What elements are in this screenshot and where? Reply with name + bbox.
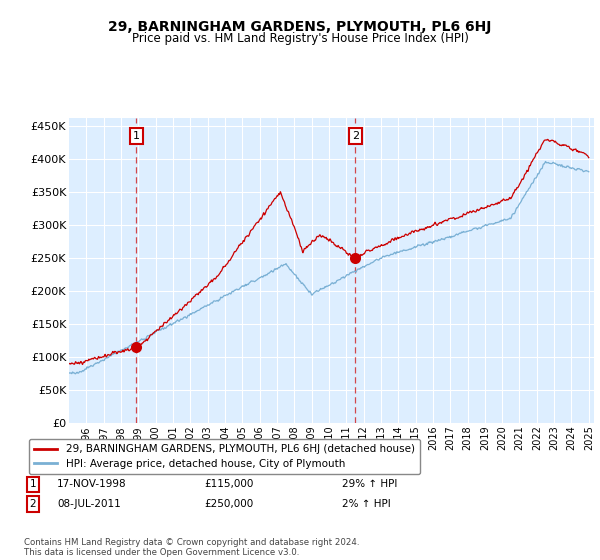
Text: 2: 2 <box>29 499 37 509</box>
Legend: 29, BARNINGHAM GARDENS, PLYMOUTH, PL6 6HJ (detached house), HPI: Average price, : 29, BARNINGHAM GARDENS, PLYMOUTH, PL6 6H… <box>29 439 420 474</box>
Text: 1: 1 <box>133 131 140 141</box>
Text: Price paid vs. HM Land Registry's House Price Index (HPI): Price paid vs. HM Land Registry's House … <box>131 32 469 45</box>
Text: 1: 1 <box>29 479 37 489</box>
Text: £250,000: £250,000 <box>204 499 253 509</box>
Text: 29% ↑ HPI: 29% ↑ HPI <box>342 479 397 489</box>
Text: 2% ↑ HPI: 2% ↑ HPI <box>342 499 391 509</box>
Text: 29, BARNINGHAM GARDENS, PLYMOUTH, PL6 6HJ: 29, BARNINGHAM GARDENS, PLYMOUTH, PL6 6H… <box>109 20 491 34</box>
Text: Contains HM Land Registry data © Crown copyright and database right 2024.
This d: Contains HM Land Registry data © Crown c… <box>24 538 359 557</box>
Text: 17-NOV-1998: 17-NOV-1998 <box>57 479 127 489</box>
Text: £115,000: £115,000 <box>204 479 253 489</box>
Text: 08-JUL-2011: 08-JUL-2011 <box>57 499 121 509</box>
Text: 2: 2 <box>352 131 359 141</box>
